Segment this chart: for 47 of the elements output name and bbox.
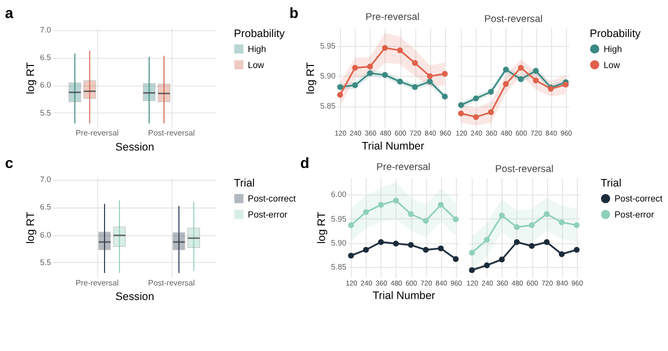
legend-label: Low: [604, 60, 620, 70]
x-tick-label: Post-reversal: [148, 278, 195, 288]
legend-label: Post-error: [248, 209, 288, 220]
y-tick-label: 5.90: [331, 238, 347, 248]
y-tick-label: 6.5: [40, 52, 52, 62]
legend-label: Post-correct: [614, 194, 664, 204]
y-axis-title: log RT: [316, 212, 328, 244]
y-tick-label: 7.0: [40, 25, 52, 34]
x-axis-title: Session: [115, 142, 154, 154]
legend-label: High: [604, 44, 622, 54]
chart-title: Pre-reversal: [376, 162, 430, 173]
y-axis-title: log RT: [25, 212, 38, 244]
legend-title: Trial: [600, 178, 622, 190]
y-axis-title: log RT: [25, 62, 38, 94]
y-tick-label: 6.0: [40, 80, 52, 90]
x-axis-title: Session: [115, 291, 154, 304]
y-tick-label: 5.5: [40, 108, 52, 118]
chart-title: Post-reversal: [484, 14, 543, 26]
legend-title: Trial: [234, 178, 255, 190]
y-tick-label: 5.85: [331, 262, 347, 272]
chart-title: Post-reversal: [495, 164, 554, 175]
y-tick-label: 7.0: [40, 174, 52, 184]
x-axis-title: Trial Number: [362, 140, 425, 153]
text: c: [4, 156, 14, 172]
legend-title: Probability: [234, 28, 286, 40]
x-axis-title: Trial Number: [372, 290, 436, 302]
y-tick-label: 6.0: [40, 230, 52, 240]
y-tick-label: 5.90: [320, 72, 336, 81]
y-axis-title: log RT: [305, 62, 318, 94]
text: d: [300, 156, 310, 172]
chart-title: Pre-reversal: [366, 12, 420, 24]
legend-label: Low: [248, 60, 265, 70]
y-tick-label: 5.5: [40, 258, 52, 267]
y-tick-label: 6.00: [331, 190, 347, 200]
legend-label: Post-error: [614, 209, 654, 220]
y-tick-label: 6.5: [40, 202, 52, 212]
legend-title: Probability: [590, 28, 642, 40]
x-tick-label: Pre-reversal: [76, 278, 119, 288]
text: a: [4, 6, 14, 22]
y-tick-label: 5.95: [320, 42, 336, 51]
text: b: [289, 6, 298, 22]
y-tick-label: 5.95: [331, 214, 347, 224]
y-tick-label: 5.85: [320, 102, 336, 111]
x-tick-label: Pre-reversal: [76, 128, 119, 138]
legend-label: Post-correct: [248, 194, 296, 204]
x-tick-label: Post-reversal: [148, 128, 195, 138]
legend-label: High: [248, 44, 266, 54]
